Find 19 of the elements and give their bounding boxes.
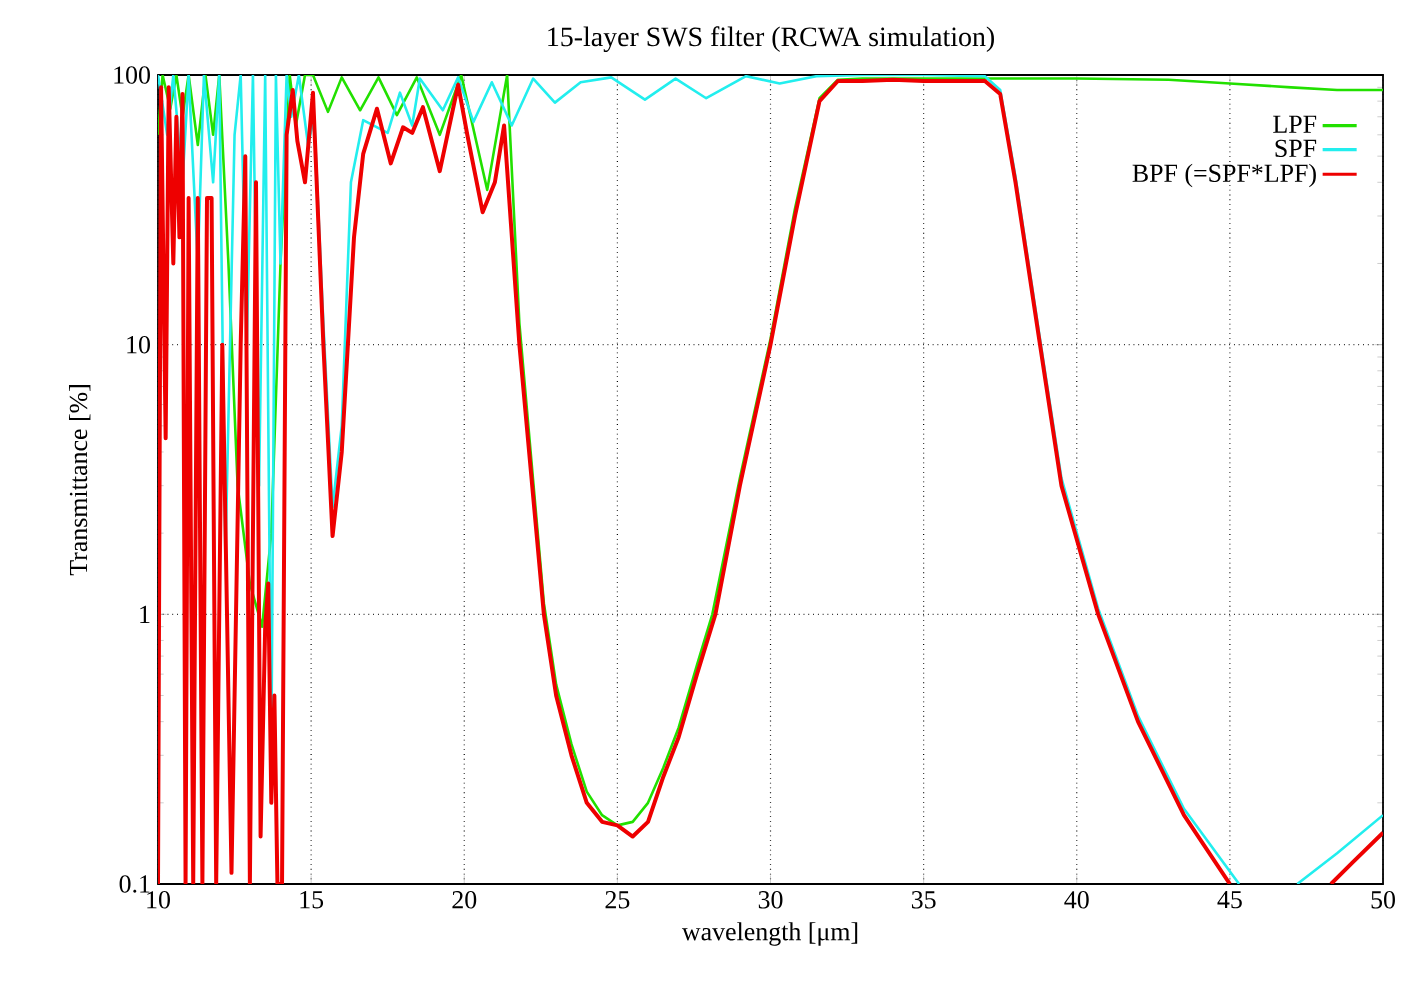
y-axis-title: Transmittance [%]	[68, 385, 91, 576]
x-tick-label: 45	[1217, 891, 1242, 909]
x-tick-label: 25	[605, 891, 630, 909]
x-tick-label: 50	[1371, 891, 1395, 909]
x-tick-label: 15	[300, 891, 324, 909]
legend-label: LPF	[1273, 115, 1317, 133]
chart-title: 15-layer SWS filter (RCWA simulation)	[548, 26, 994, 53]
x-tick-label: 30	[758, 891, 783, 909]
y-tick-label: 0.1	[119, 875, 150, 893]
x-tick-label: 40	[1064, 891, 1089, 909]
y-tick-label: 10	[127, 335, 150, 354]
legend-label: SPF	[1275, 139, 1317, 158]
x-tick-label: 10	[147, 891, 170, 909]
x-tick-label: 35	[911, 891, 936, 909]
y-tick-label: 100	[114, 66, 150, 84]
legend-label: BPF (=SPF*LPF)	[1132, 163, 1316, 188]
y-tick-label: 1	[140, 605, 150, 623]
x-axis-title: wavelength [μm]	[681, 922, 858, 946]
x-tick-label: 20	[452, 891, 477, 909]
